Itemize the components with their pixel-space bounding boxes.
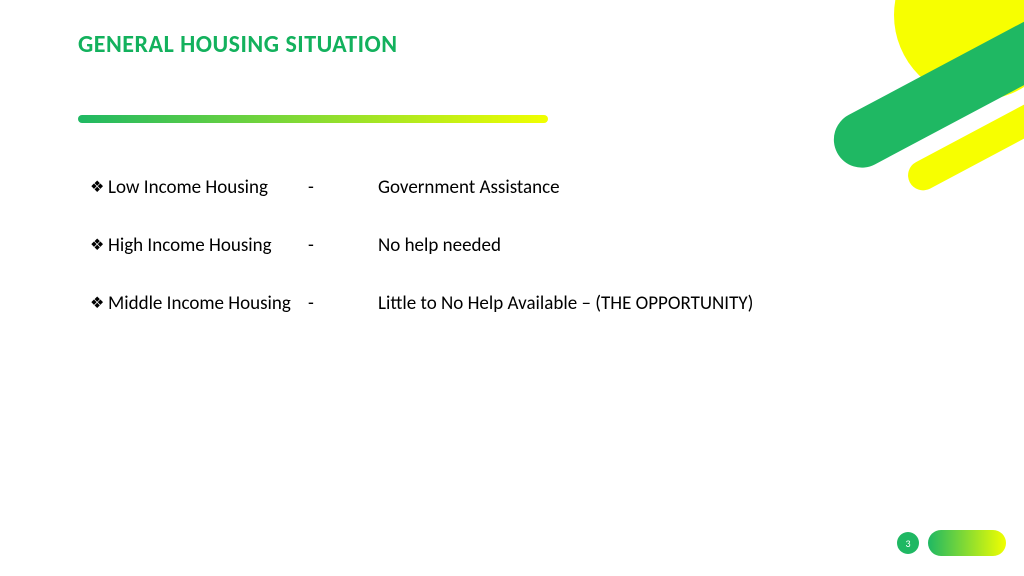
page-number: 3 <box>905 537 910 550</box>
item-label: Low Income Housing <box>108 175 308 201</box>
diamond-bullet-icon: ❖ <box>90 233 108 259</box>
diamond-bullet-icon: ❖ <box>90 291 108 317</box>
list-item: ❖ High Income Housing - No help needed <box>90 233 964 259</box>
item-separator: - <box>308 291 328 317</box>
title-divider <box>78 115 548 123</box>
item-label: Middle Income Housing <box>108 291 308 317</box>
page-number-badge: 3 <box>897 532 919 554</box>
list-item: ❖ Low Income Housing - Government Assist… <box>90 175 964 201</box>
bullet-list: ❖ Low Income Housing - Government Assist… <box>90 175 964 349</box>
item-value: No help needed <box>378 233 858 259</box>
list-item: ❖ Middle Income Housing - Little to No H… <box>90 291 964 317</box>
slide: GENERAL HOUSING SITUATION ❖ Low Income H… <box>0 0 1024 576</box>
diamond-bullet-icon: ❖ <box>90 175 108 201</box>
item-separator: - <box>308 233 328 259</box>
item-value: Government Assistance <box>378 175 858 201</box>
item-label: High Income Housing <box>108 233 308 259</box>
slide-title: GENERAL HOUSING SITUATION <box>78 30 398 59</box>
item-value: Little to No Help Available – (THE OPPOR… <box>378 291 858 317</box>
footer-pill <box>928 530 1006 556</box>
item-separator: - <box>308 175 328 201</box>
